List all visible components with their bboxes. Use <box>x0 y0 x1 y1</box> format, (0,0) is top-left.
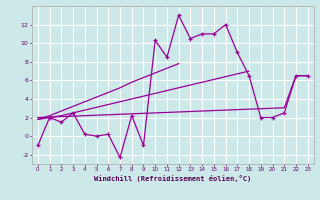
X-axis label: Windchill (Refroidissement éolien,°C): Windchill (Refroidissement éolien,°C) <box>94 175 252 182</box>
